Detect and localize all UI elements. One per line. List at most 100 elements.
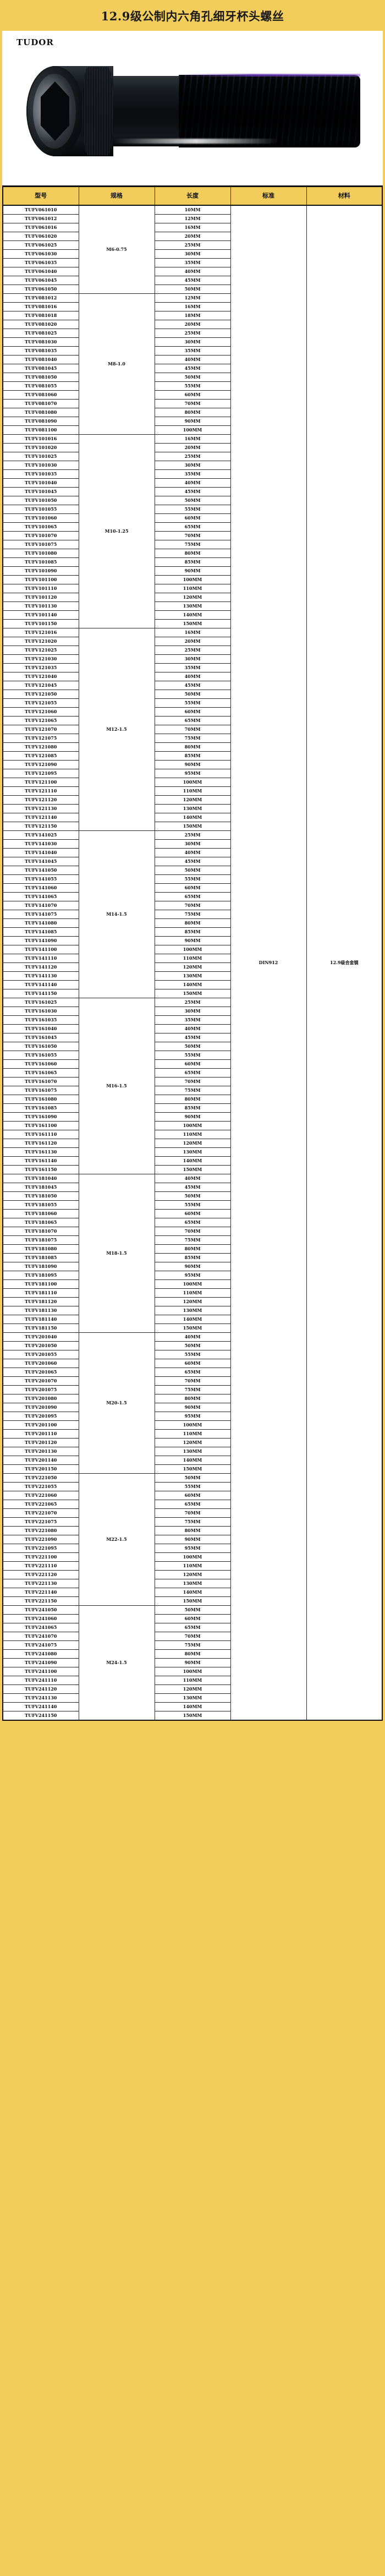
cell-model: TUFV241050 [2,1605,79,1615]
table-row: TUFV221110 110MM [2,1561,382,1571]
cell-model: TUFV101085 [2,557,79,567]
cell-length: 90MM [154,760,231,769]
cell-model: TUFV141060 [2,883,79,893]
cell-length: 20MM [154,443,231,452]
table-row: TUFV241110 110MM [2,1676,382,1685]
cell-length: 120MM [154,1438,231,1447]
table-row: TUFV061012 12MM [2,214,382,223]
cell-length: 120MM [154,1684,231,1694]
cell-size: M18-1.5 [78,1174,155,1333]
cell-length: 50MM [154,866,231,875]
cell-length: 140MM [154,1702,231,1711]
cell-model: TUFV201050 [2,1341,79,1350]
cell-model: TUFV221150 [2,1596,79,1606]
table-row: TUFV121150 150MM [2,822,382,831]
cell-model: TUFV081090 [2,417,79,426]
table-row: TUFV181095 95MM [2,1271,382,1280]
cell-standard: DIN912 [230,205,307,1721]
cell-model: TUFV081100 [2,425,79,435]
table-row: TUFV121140 140MM [2,813,382,822]
cell-model: TUFV161070 [2,1077,79,1086]
table-row: TUFV081012 M8-1.0 12MM [2,293,382,435]
cell-model: TUFV121060 [2,707,79,717]
table-row: TUFV141100 100MM [2,945,382,954]
cell-model: TUFV101130 [2,601,79,611]
cell-model: TUFV101035 [2,469,79,479]
cell-model: TUFV101080 [2,549,79,558]
cell-model: TUFV221130 [2,1579,79,1588]
cell-length: 150MM [154,989,231,998]
cell-length: 90MM [154,566,231,576]
cell-length: 150MM [154,1711,231,1721]
table-row: TUFV181085 85MM [2,1253,382,1262]
cell-model: TUFV101090 [2,566,79,576]
cell-model: TUFV221065 [2,1500,79,1509]
cell-length: 140MM [154,1588,231,1597]
table-row: TUFV101070 70MM [2,531,382,540]
cell-length: 65MM [154,892,231,901]
cell-model: TUFV121025 [2,646,79,655]
cell-model: TUFV061016 [2,223,79,232]
cell-length: 75MM [154,540,231,549]
cell-length: 65MM [154,522,231,532]
cell-model: TUFV121110 [2,786,79,796]
cell-length: 30MM [154,1007,231,1016]
cell-length: 140MM [154,980,231,989]
table-row: TUFV121050 50MM [2,690,382,699]
cell-size: M8-1.0 [78,293,155,435]
cell-length: 50MM [154,496,231,505]
cell-length: 50MM [154,1341,231,1350]
cell-model: TUFV161080 [2,1095,79,1104]
cell-model: TUFV081025 [2,329,79,338]
cell-length: 60MM [154,1059,231,1069]
table-row: TUFV101075 75MM [2,540,382,549]
cell-length: 110MM [154,954,231,963]
cell-model: TUFV221090 [2,1535,79,1544]
cell-model: TUFV101060 [2,513,79,523]
cell-model: TUFV241060 [2,1614,79,1623]
cell-model: TUFV241150 [2,1711,79,1721]
cell-model: TUFV201140 [2,1456,79,1465]
cell-length: 70MM [154,1508,231,1518]
cell-model: TUFV141150 [2,989,79,998]
cell-length: 95MM [154,769,231,778]
cell-model: TUFV081020 [2,320,79,329]
cell-length: 90MM [154,417,231,426]
cell-model: TUFV221120 [2,1570,79,1579]
table-row: TUFV241075 75MM [2,1640,382,1650]
cell-length: 10MM [154,205,231,215]
cell-model: TUFV141090 [2,936,79,945]
table-row: TUFV061050 50MM [2,285,382,294]
table-row: TUFV101020 20MM [2,443,382,452]
cell-length: 100MM [154,1552,231,1562]
cell-size: M20-1.5 [78,1332,155,1474]
cell-length: 140MM [154,813,231,822]
cell-length: 90MM [154,1535,231,1544]
cell-length: 70MM [154,1077,231,1086]
cell-model: TUFV201095 [2,1412,79,1421]
cell-model: TUFV121095 [2,769,79,778]
cell-model: TUFV101020 [2,443,79,452]
table-row: TUFV081100 100MM [2,425,382,435]
cell-length: 65MM [154,1368,231,1377]
table-row: TUFV161140 140MM [2,1156,382,1166]
table-row: TUFV101150 150MM [2,619,382,628]
cell-length: 75MM [154,1640,231,1650]
cell-model: TUFV181140 [2,1315,79,1324]
cell-length: 12MM [154,214,231,223]
cell-model: TUFV141030 [2,839,79,849]
cell-length: 110MM [154,1288,231,1298]
cell-length: 110MM [154,1429,231,1439]
cell-model: TUFV101016 [2,434,79,444]
cell-model: TUFV141050 [2,866,79,875]
table-row: TUFV081018 18MM [2,311,382,320]
table-row: TUFV061010 M6-0.75 10MM DIN912 12.9级合金钢 [2,205,383,1721]
cell-size: M14-1.5 [78,830,155,998]
cell-model: TUFV181045 [2,1183,79,1192]
cell-model: TUFV121070 [2,725,79,734]
cell-length: 40MM [154,848,231,857]
page-title: 12.9级公制内六角孔细牙杯头螺丝 [101,9,284,23]
cell-model: TUFV181060 [2,1209,79,1218]
cell-length: 70MM [154,531,231,540]
cell-length: 20MM [154,637,231,646]
